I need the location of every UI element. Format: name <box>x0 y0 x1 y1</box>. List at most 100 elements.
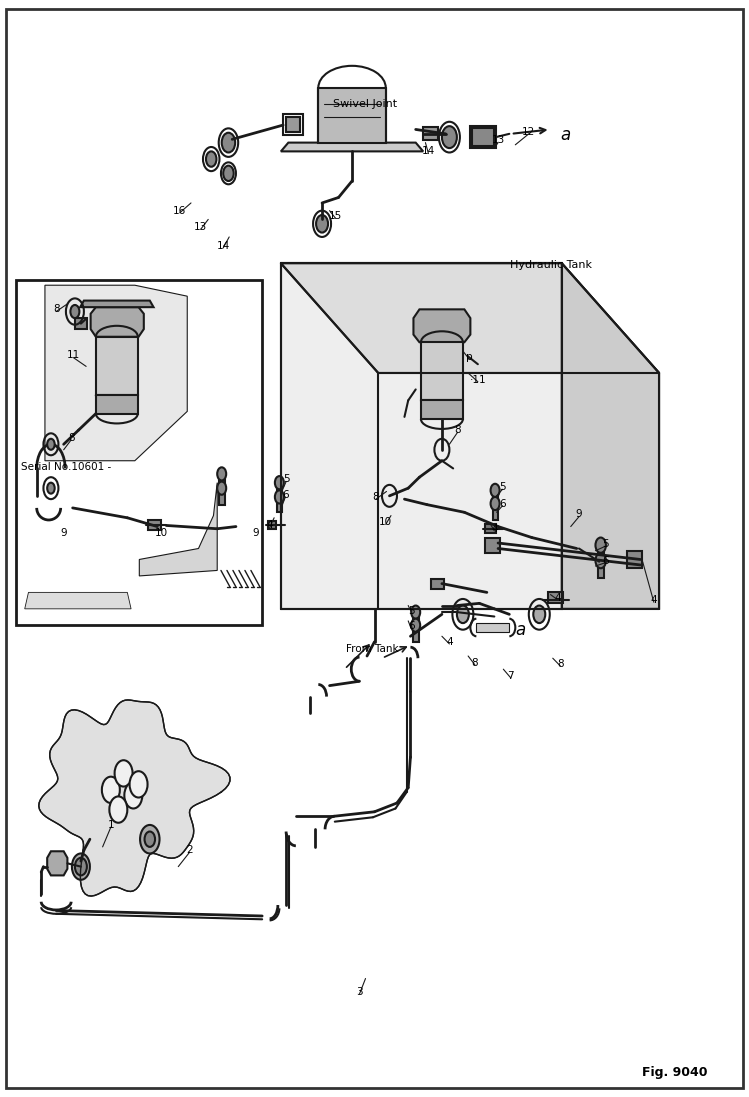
Bar <box>423 127 438 140</box>
Polygon shape <box>493 509 498 520</box>
Text: a: a <box>515 621 526 638</box>
Polygon shape <box>598 566 604 578</box>
Text: 2: 2 <box>187 845 192 856</box>
Circle shape <box>124 782 142 808</box>
Polygon shape <box>431 579 444 589</box>
Polygon shape <box>281 263 659 373</box>
Circle shape <box>491 484 500 497</box>
Text: 13: 13 <box>194 222 207 233</box>
Polygon shape <box>493 496 498 507</box>
Text: Hydraulic Tank: Hydraulic Tank <box>509 260 592 271</box>
Text: 9: 9 <box>61 528 67 539</box>
Circle shape <box>115 760 133 787</box>
Text: 8: 8 <box>472 657 478 668</box>
Text: 8: 8 <box>68 432 74 443</box>
Circle shape <box>47 439 55 450</box>
Circle shape <box>145 832 155 847</box>
Text: 8: 8 <box>557 658 563 669</box>
Text: p: p <box>466 351 472 362</box>
Text: 7: 7 <box>508 670 514 681</box>
Bar <box>421 342 463 400</box>
Polygon shape <box>45 285 187 461</box>
Polygon shape <box>39 700 230 896</box>
Bar <box>16 280 262 625</box>
Text: 5: 5 <box>283 474 289 485</box>
Text: 9: 9 <box>253 528 259 539</box>
Text: 3: 3 <box>357 986 363 997</box>
Polygon shape <box>47 851 67 875</box>
Polygon shape <box>219 494 225 505</box>
Circle shape <box>411 619 420 632</box>
Bar <box>96 395 138 414</box>
Circle shape <box>222 133 235 152</box>
Text: 8: 8 <box>455 425 461 436</box>
Text: 13: 13 <box>491 135 505 146</box>
Circle shape <box>140 825 160 853</box>
Circle shape <box>72 853 90 880</box>
Circle shape <box>442 126 457 148</box>
Circle shape <box>130 771 148 798</box>
Text: 4: 4 <box>651 595 657 606</box>
Text: 8: 8 <box>53 304 59 315</box>
Polygon shape <box>413 631 419 642</box>
Polygon shape <box>148 520 161 530</box>
Text: 10: 10 <box>154 528 168 539</box>
Text: 1: 1 <box>108 819 114 830</box>
Bar <box>470 126 496 148</box>
Polygon shape <box>219 480 225 491</box>
Text: 16: 16 <box>173 205 187 216</box>
Circle shape <box>109 796 127 823</box>
Text: 8: 8 <box>373 491 379 502</box>
Polygon shape <box>277 501 282 512</box>
Circle shape <box>275 490 284 504</box>
Circle shape <box>275 476 284 489</box>
Polygon shape <box>25 592 131 609</box>
Text: 6: 6 <box>282 489 288 500</box>
Text: 5: 5 <box>409 606 415 617</box>
Text: 12: 12 <box>522 126 536 137</box>
Circle shape <box>533 606 545 623</box>
Circle shape <box>595 553 606 568</box>
Text: 6: 6 <box>500 498 506 509</box>
Circle shape <box>223 166 234 181</box>
Text: 5: 5 <box>602 539 608 550</box>
Polygon shape <box>598 552 604 564</box>
Text: 11: 11 <box>67 350 80 361</box>
Polygon shape <box>476 623 509 632</box>
Text: From Tank: From Tank <box>346 644 398 655</box>
Polygon shape <box>413 309 470 342</box>
Text: ·11: ·11 <box>470 374 486 385</box>
Polygon shape <box>562 263 659 609</box>
Text: 9: 9 <box>576 509 582 520</box>
Bar <box>421 400 463 419</box>
Polygon shape <box>548 592 563 603</box>
Polygon shape <box>413 618 419 629</box>
Text: a: a <box>560 126 571 144</box>
Polygon shape <box>268 521 276 529</box>
Text: 4: 4 <box>491 523 497 534</box>
Bar <box>472 128 494 146</box>
Text: 6: 6 <box>602 555 608 566</box>
Text: 6: 6 <box>408 621 414 632</box>
Polygon shape <box>139 483 217 576</box>
Polygon shape <box>277 488 282 499</box>
Polygon shape <box>91 307 144 337</box>
Circle shape <box>217 467 226 480</box>
Circle shape <box>75 858 87 875</box>
Text: 4: 4 <box>446 636 452 647</box>
Circle shape <box>457 606 469 623</box>
Polygon shape <box>485 524 496 533</box>
Text: Serial No.10601 -: Serial No.10601 - <box>21 462 111 473</box>
Polygon shape <box>485 538 500 553</box>
Text: Fig. 9040: Fig. 9040 <box>643 1066 708 1079</box>
Bar <box>286 117 300 132</box>
Circle shape <box>70 305 79 318</box>
Text: 4: 4 <box>267 520 273 531</box>
Text: Swivel Joint: Swivel Joint <box>333 99 398 110</box>
Text: 15: 15 <box>329 211 342 222</box>
Polygon shape <box>627 551 642 568</box>
Text: 5: 5 <box>500 482 506 493</box>
Bar <box>96 337 138 395</box>
Bar <box>283 114 303 135</box>
Bar <box>75 318 87 329</box>
